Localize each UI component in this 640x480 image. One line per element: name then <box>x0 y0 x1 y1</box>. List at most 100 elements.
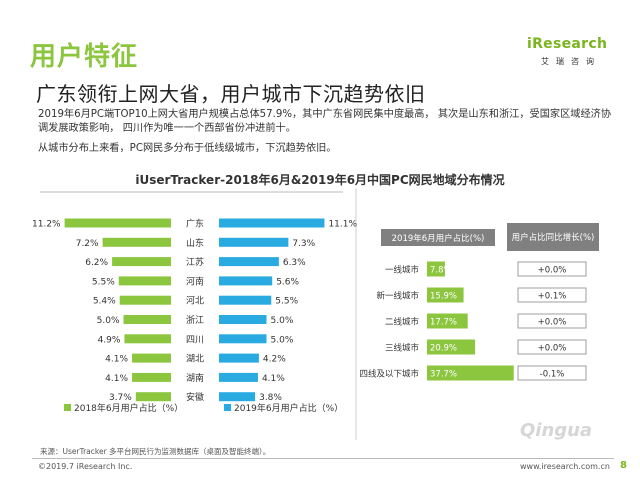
logo-subtext: 艾瑞咨询 <box>541 57 601 66</box>
growth-box-3 <box>517 339 587 355</box>
bar-2018-3 <box>118 276 171 286</box>
city-bar-label-1: 15.9% <box>430 292 457 302</box>
bar-2018-6 <box>124 334 171 344</box>
city-bar-1 <box>427 287 464 303</box>
source-note: 来源：UserTracker 多平台网民行为监测数据库（桌面及智能终端）。 <box>40 447 271 456</box>
bar-2018-2 <box>112 257 171 267</box>
city-bar-label-4: 37.7% <box>430 370 457 380</box>
bar-label-2018-7: 4.1% <box>105 355 128 365</box>
bar-2019-8 <box>219 372 258 382</box>
bar-2018-7 <box>132 353 171 363</box>
city-bar-2 <box>427 313 468 329</box>
page-subtitle: 广东领衔上网大省，用户城市下沉趋势依旧 <box>36 82 426 106</box>
bar-label-2019-0: 11.1% <box>328 220 357 230</box>
bar-label-2018-3: 5.5% <box>92 277 115 287</box>
footer-divider <box>32 458 614 459</box>
bar-label-2019-9: 3.8% <box>259 393 282 403</box>
bar-2019-7 <box>219 353 259 363</box>
bar-2018-1 <box>102 237 171 247</box>
growth-header: 用户占比同比增长(%) <box>512 232 595 243</box>
province-bar-chart: 11.2% 广东 11.1% 7.2% 山东 7.3% 6.2% 江苏 6.3% 5.5% 河南 5.… <box>32 218 357 415</box>
bar-2019-6 <box>219 334 267 344</box>
bar-label-2019-2: 6.3% <box>283 258 306 268</box>
logo-text: iResearch <box>527 36 608 52</box>
bar-label-2019-1: 7.3% <box>292 239 315 249</box>
summary-paragraph-2: 从城市分布上来看，PC网民多分布于低线级城市，下沉趋势依旧。 <box>38 143 337 154</box>
province-label-7: 湖北 <box>186 354 204 365</box>
bar-label-2019-4: 5.5% <box>275 297 298 307</box>
bar-label-2018-6: 4.9% <box>98 335 121 345</box>
province-label-5: 浙江 <box>186 314 204 326</box>
growth-value-4: -0.1% <box>540 370 565 380</box>
city-bar-label-3: 20.9% <box>430 344 457 354</box>
growth-value-3: +0.0% <box>538 344 567 354</box>
legend-label-2018: 2018年6月用户占比（%） <box>74 402 183 414</box>
bar-label-2018-9: 3.7% <box>109 393 132 403</box>
bar-label-2019-7: 4.2% <box>263 355 286 365</box>
bar-2019-5 <box>219 315 267 324</box>
city-share-header-box <box>381 229 495 246</box>
bar-label-2019-6: 5.0% <box>271 335 294 345</box>
growth-value-0: +0.0% <box>538 266 567 276</box>
growth-header-box <box>507 223 599 251</box>
bar-2018-8 <box>132 372 171 382</box>
province-label-2: 江苏 <box>186 256 204 268</box>
city-label-0: 一线城市 <box>385 265 420 276</box>
growth-value-1: +0.1% <box>538 292 567 302</box>
bar-2019-4 <box>219 295 272 305</box>
iresearch-logo: iResearch 艾瑞咨询 <box>527 36 617 72</box>
bar-2018-5 <box>123 315 171 324</box>
legend-label-2019: 2019年6月用户占比（%） <box>234 402 343 414</box>
bar-2019-0 <box>219 218 325 228</box>
bar-2019-2 <box>219 257 279 267</box>
bar-label-2018-8: 4.1% <box>105 374 128 384</box>
bar-label-2018-1: 7.2% <box>76 239 99 249</box>
growth-value-2: +0.0% <box>538 318 567 328</box>
city-label-3: 三线城市 <box>385 343 420 354</box>
city-tier-chart: 2019年6月用户占比(%) 用户占比同比增长(%) 一线城市 7.8% +0.0% 新一… <box>359 223 599 381</box>
bar-2018-0 <box>64 218 171 228</box>
city-bar-0 <box>427 261 445 277</box>
copyright: ©2019.7 iResearch Inc. <box>38 462 133 471</box>
bar-label-2019-5: 5.0% <box>271 316 294 326</box>
city-bar-3 <box>427 339 476 355</box>
page-number: 8 <box>620 460 627 471</box>
growth-box-0 <box>517 261 587 277</box>
bar-label-2018-5: 5.0% <box>97 316 120 326</box>
city-label-1: 新一线城市 <box>376 291 419 302</box>
growth-box-1 <box>517 287 587 303</box>
province-label-1: 山东 <box>186 237 204 249</box>
bar-2019-9 <box>219 392 256 402</box>
province-label-4: 河北 <box>186 295 204 307</box>
province-label-3: 河南 <box>186 275 204 287</box>
page-title: 用户特征 <box>30 42 139 72</box>
bar-2018-9 <box>135 392 171 402</box>
bar-2019-3 <box>219 276 273 286</box>
website-url: www.iresearch.com.cn <box>520 462 610 471</box>
summary-paragraph-1: 2019年6月PC端TOP10上网大省用户规模占总体57.9%，其中广东省网民集… <box>38 109 612 134</box>
bar-label-2019-8: 4.1% <box>262 374 285 384</box>
province-label-8: 湖南 <box>186 372 204 384</box>
bar-2019-1 <box>219 237 289 247</box>
growth-box-4 <box>517 365 587 381</box>
bar-label-2018-0: 11.2% <box>32 220 61 230</box>
city-share-header: 2019年6月用户占比(%) <box>392 233 485 244</box>
city-label-4: 四线及以下城市 <box>359 369 419 380</box>
growth-box-2 <box>517 313 587 329</box>
bar-label-2019-3: 5.6% <box>276 277 299 287</box>
watermark: Qingua <box>520 420 593 441</box>
bar-2018-4 <box>119 295 171 305</box>
city-label-2: 二线城市 <box>385 317 420 328</box>
chart-title: iUserTracker-2018年6月&2019年6月中国PC网民地域分布情况 <box>135 173 505 187</box>
province-label-9: 安徽 <box>186 391 204 403</box>
province-label-6: 四川 <box>186 335 204 345</box>
city-bar-label-2: 17.7% <box>430 318 457 328</box>
city-bar-4 <box>427 365 514 381</box>
legend-swatch-2018 <box>64 404 71 411</box>
city-bar-label-0: 7.8% <box>430 266 452 276</box>
province-label-0: 广东 <box>186 218 204 230</box>
bar-label-2018-4: 5.4% <box>93 297 116 307</box>
legend-swatch-2019 <box>224 404 231 411</box>
bar-label-2018-2: 6.2% <box>85 258 108 268</box>
